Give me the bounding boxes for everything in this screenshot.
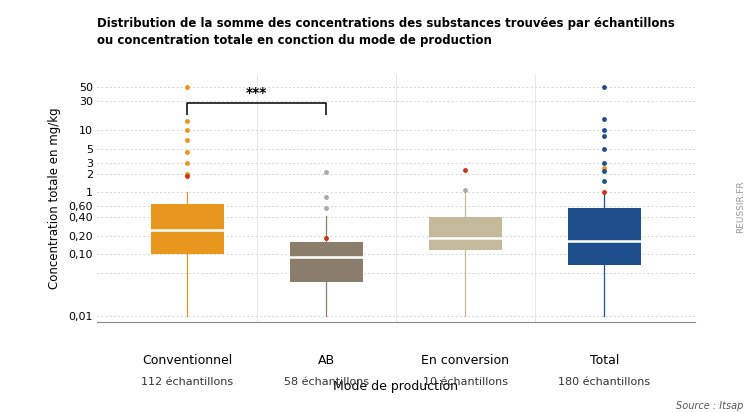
Text: En conversion: En conversion (421, 354, 509, 367)
Text: Source : Itsap: Source : Itsap (676, 401, 743, 411)
Bar (568, 208, 640, 265)
Text: Total: Total (589, 354, 619, 367)
Text: AB: AB (318, 354, 335, 367)
Text: ***: *** (247, 85, 267, 100)
Bar (430, 217, 501, 250)
Text: 58 échantillons: 58 échantillons (284, 377, 369, 387)
Text: 10 échantillons: 10 échantillons (423, 377, 508, 387)
Text: Conventionnel: Conventionnel (143, 354, 232, 367)
Text: 112 échantillons: 112 échantillons (141, 377, 234, 387)
Y-axis label: Concentration totale en mg/kg: Concentration totale en mg/kg (49, 107, 61, 289)
Bar (152, 204, 223, 254)
Bar (291, 242, 362, 282)
Text: 180 échantillons: 180 échantillons (558, 377, 651, 387)
Text: REUSSIR.FR: REUSSIR.FR (737, 180, 746, 233)
Text: Distribution de la somme des concentrations des substances trouvées par échantil: Distribution de la somme des concentrati… (97, 17, 675, 47)
X-axis label: Mode de production: Mode de production (333, 380, 459, 393)
